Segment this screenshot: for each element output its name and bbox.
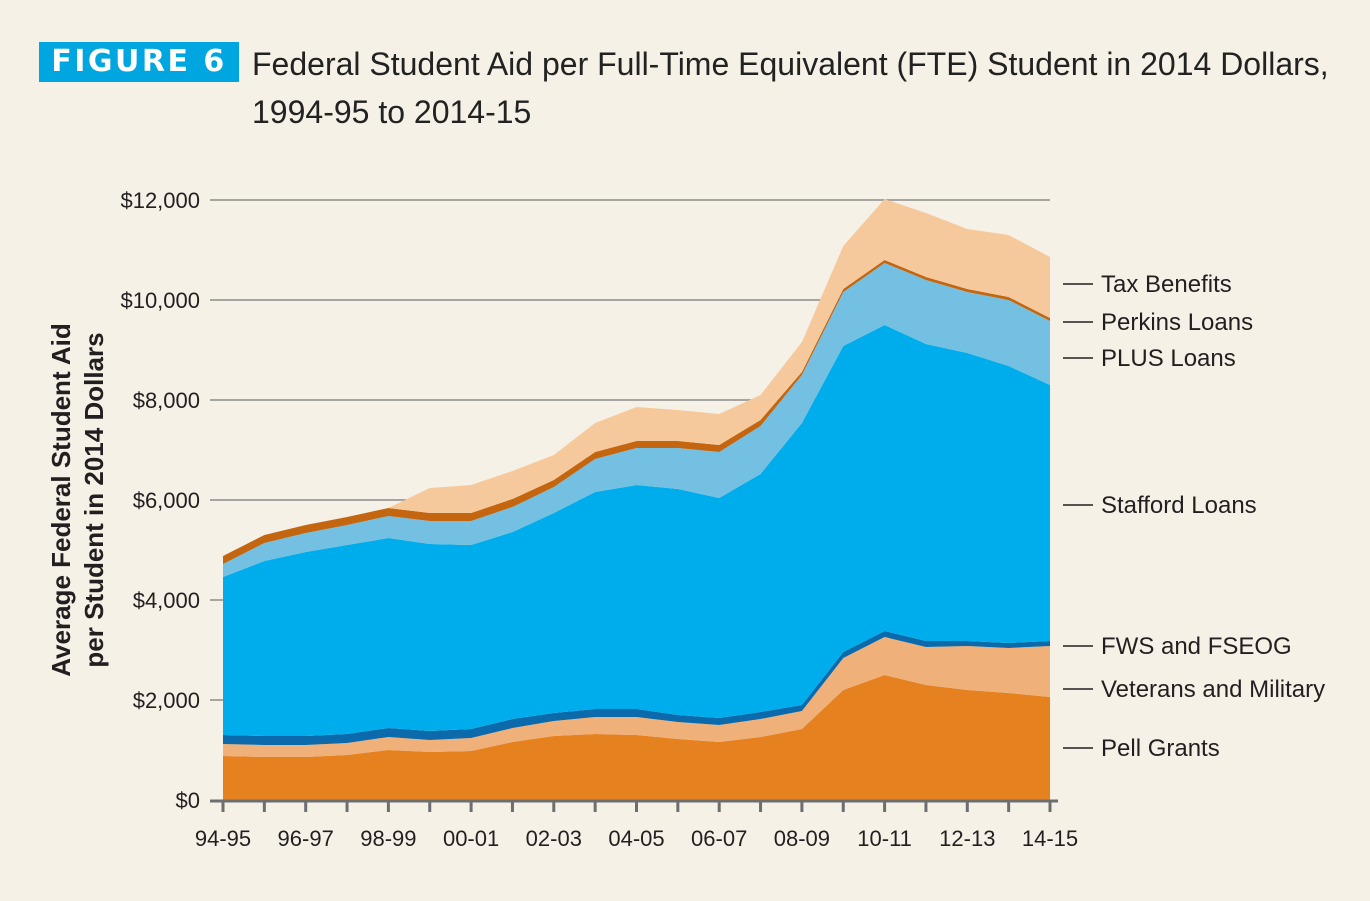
y-tick-label: $12,000 bbox=[120, 188, 200, 213]
area-veterans-and-military bbox=[223, 637, 1050, 757]
y-tick-label: $2,000 bbox=[133, 688, 200, 713]
x-tick-label: 04-05 bbox=[608, 826, 664, 851]
series-label: Veterans and Military bbox=[1101, 676, 1325, 703]
x-tick-label: 12-13 bbox=[939, 826, 995, 851]
area-plus-loans bbox=[223, 263, 1050, 577]
x-tick-labels: 94-95 96-97 98-99 00-01 02-03 04-05 06-07 08-09… bbox=[195, 826, 1078, 851]
area-tax-benefits bbox=[223, 199, 1050, 556]
series-label: Tax Benefits bbox=[1101, 271, 1232, 298]
series-labels: Pell Grants Veterans and Military FWS and … bbox=[1063, 271, 1325, 762]
y-axis-label-line-2: per Student in 2014 Dollars bbox=[79, 332, 109, 667]
y-tick-label: $8,000 bbox=[133, 388, 200, 413]
x-tick-label: 94-95 bbox=[195, 826, 251, 851]
series-label: Stafford Loans bbox=[1101, 492, 1257, 519]
area-perkins-loans bbox=[223, 260, 1050, 564]
chart-title: Federal Student Aid per Full-Time Equiva… bbox=[252, 46, 1329, 130]
area-fws-and-fseog bbox=[223, 631, 1050, 745]
y-tick-label: $6,000 bbox=[133, 488, 200, 513]
series-label: Pell Grants bbox=[1101, 735, 1220, 762]
x-tick-label: 14-15 bbox=[1022, 826, 1078, 851]
figure-badge: FIGURE 6 bbox=[39, 42, 239, 82]
series-label: Perkins Loans bbox=[1101, 309, 1253, 336]
axes bbox=[210, 799, 1058, 812]
series-label: FWS and FSEOG bbox=[1101, 633, 1292, 660]
y-tick-labels: $0 $2,000 $4,000 $6,000 $8,000 $10,000 $12,000 bbox=[120, 188, 200, 813]
y-axis-label-line-1: Average Federal Student Aid bbox=[46, 323, 76, 677]
x-tick-label: 98-99 bbox=[360, 826, 416, 851]
x-tick-label: 96-97 bbox=[278, 826, 334, 851]
y-tick-label: $10,000 bbox=[120, 288, 200, 313]
x-tick-label: 02-03 bbox=[526, 826, 582, 851]
area-pell-grants bbox=[223, 675, 1050, 800]
x-tick-label: 00-01 bbox=[443, 826, 499, 851]
y-tick-label: $4,000 bbox=[133, 588, 200, 613]
x-tick-label: 10-11 bbox=[857, 826, 912, 851]
x-tick-label: 06-07 bbox=[691, 826, 747, 851]
y-tick-label: $0 bbox=[176, 788, 200, 813]
x-tick-label: 08-09 bbox=[774, 826, 830, 851]
series-areas bbox=[223, 199, 1050, 800]
series-label: PLUS Loans bbox=[1101, 345, 1236, 372]
area-stafford-loans bbox=[223, 325, 1050, 736]
